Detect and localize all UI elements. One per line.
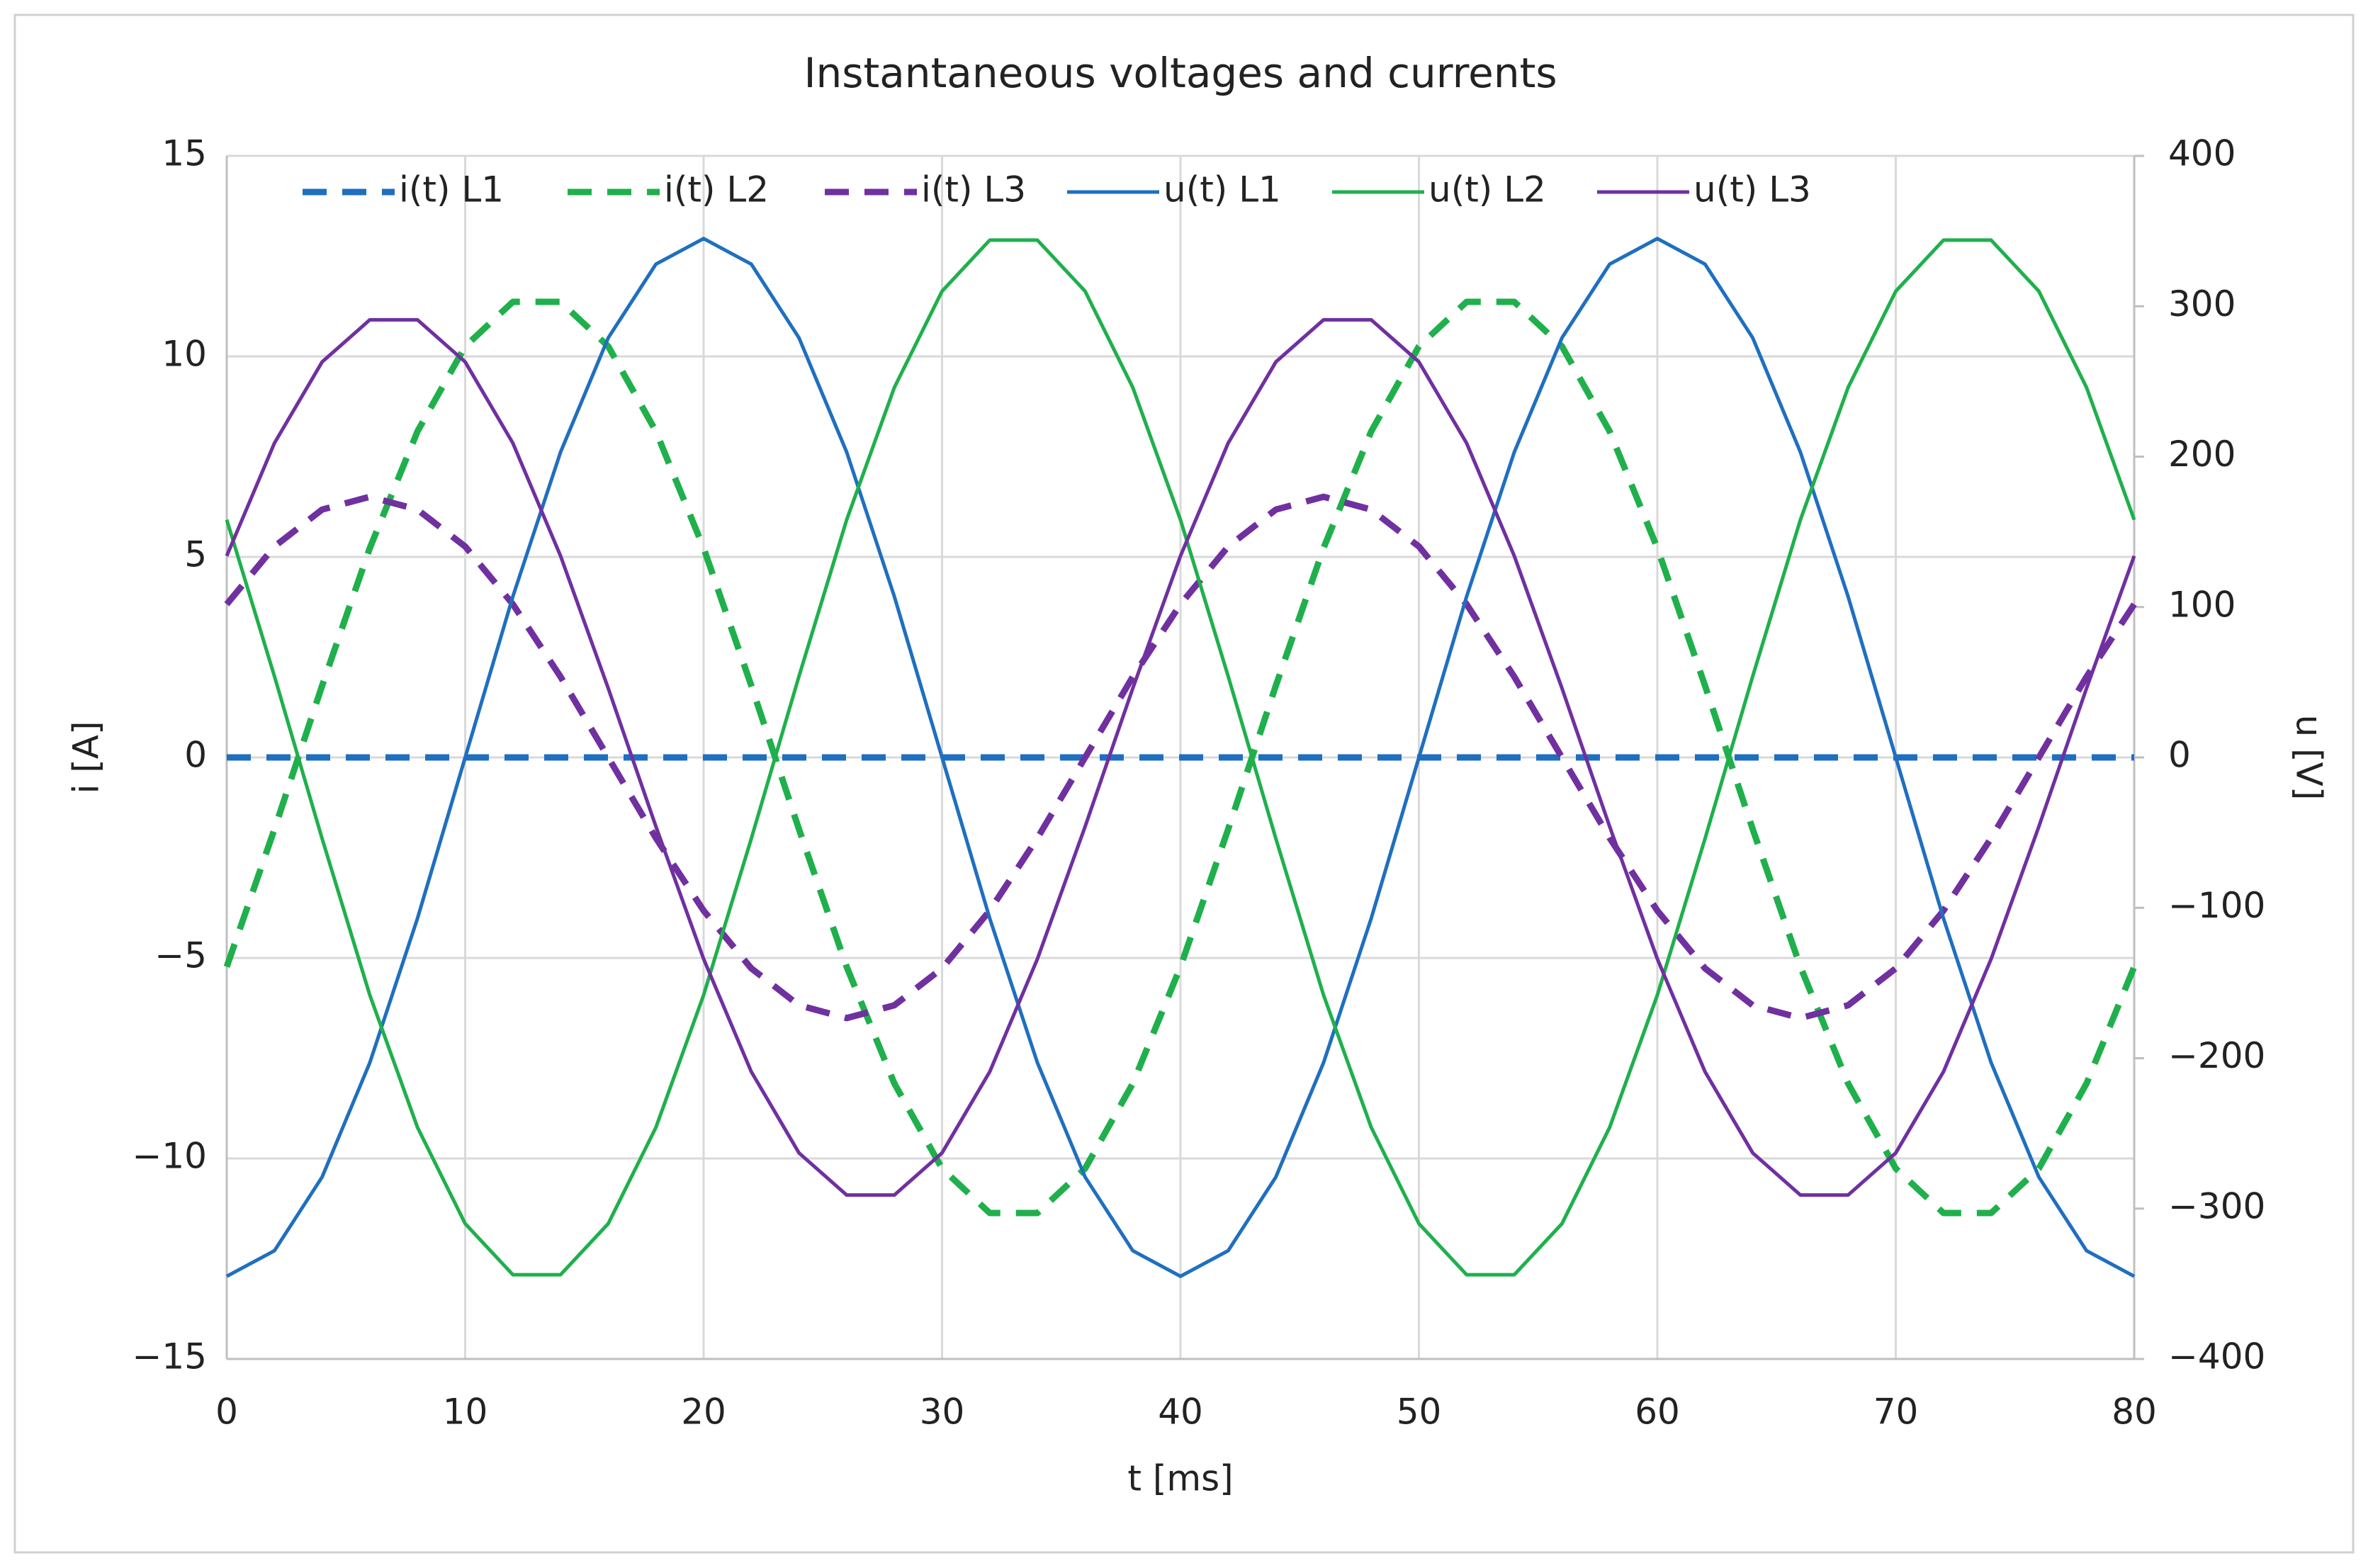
y2-tick-label: 300 xyxy=(2168,283,2236,325)
y-tick-label: −15 xyxy=(132,1336,207,1377)
y-tick-label: −10 xyxy=(132,1136,207,1177)
x-tick-label: 40 xyxy=(1158,1392,1203,1433)
series-line xyxy=(223,298,2138,1217)
y-axis-title: i [A] xyxy=(66,721,107,794)
legend-label: u(t) L3 xyxy=(1693,169,1811,210)
x-tick-label: 60 xyxy=(1635,1392,1680,1433)
legend-label: u(t) L2 xyxy=(1428,169,1546,210)
legend-label: i(t) L2 xyxy=(664,169,769,210)
y2-tick-label: 400 xyxy=(2168,133,2236,174)
y-tick-label: 5 xyxy=(184,534,207,575)
y2-tick-label: −200 xyxy=(2168,1035,2265,1076)
y2-tick-label: 100 xyxy=(2168,584,2236,625)
y2-tick-label: −400 xyxy=(2168,1336,2265,1377)
x-tick-label: 80 xyxy=(2112,1392,2157,1433)
x-tick-label: 10 xyxy=(443,1392,488,1433)
x-tick-label: 30 xyxy=(920,1392,965,1433)
legend-label: u(t) L1 xyxy=(1163,169,1281,210)
legend-label: i(t) L1 xyxy=(399,169,504,210)
y-tick-label: 15 xyxy=(162,133,207,174)
series-line xyxy=(225,238,2136,1277)
chart-title: Instantaneous voltages and currents xyxy=(804,49,1557,97)
legend-label: i(t) L3 xyxy=(921,169,1026,210)
y2-tick-label: −300 xyxy=(2168,1185,2265,1226)
x-tick-label: 70 xyxy=(1873,1392,1919,1433)
x-tick-label: 20 xyxy=(681,1392,726,1433)
x-axis-title: t [ms] xyxy=(1127,1458,1233,1499)
y-tick-label: 10 xyxy=(162,334,207,375)
y-tick-label: 0 xyxy=(184,735,207,776)
y2-tick-label: 200 xyxy=(2168,434,2236,475)
y2-tick-label: 0 xyxy=(2168,735,2191,776)
y-tick-label: −5 xyxy=(154,935,207,976)
series-line xyxy=(224,493,2137,1022)
y2-axis-title: u [V] xyxy=(2289,715,2330,801)
series-line xyxy=(225,317,2136,1197)
series-line xyxy=(225,237,2136,1278)
chart-frame xyxy=(13,13,2355,1554)
y2-tick-label: −100 xyxy=(2168,885,2265,926)
x-tick-label: 0 xyxy=(215,1392,238,1433)
x-tick-label: 50 xyxy=(1397,1392,1442,1433)
